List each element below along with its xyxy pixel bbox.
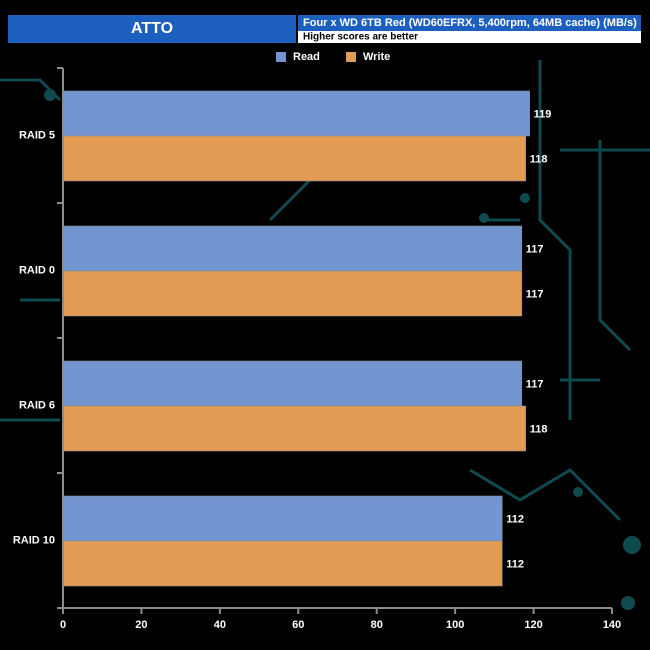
value-label: 118 [530, 153, 548, 165]
subtitle-box [298, 15, 641, 31]
legend-swatch [276, 52, 286, 62]
value-label: 119 [534, 108, 552, 120]
bar [62, 405, 527, 452]
bar [62, 360, 523, 407]
annotation-box [298, 31, 641, 43]
value-label: 112 [506, 558, 524, 570]
x-tick-label: 140 [603, 619, 621, 631]
x-tick-label: 20 [135, 619, 147, 631]
y-tick-label: RAID 6 [19, 399, 55, 411]
x-tick-label: 80 [371, 619, 383, 631]
value-label: 117 [526, 378, 544, 390]
y-tick-label: RAID 5 [19, 129, 55, 141]
x-tick-label: 0 [60, 619, 66, 631]
bar [62, 225, 523, 272]
value-label: 112 [506, 513, 524, 525]
bar [62, 540, 503, 587]
legend-label: Read [293, 51, 320, 63]
x-tick-label: 100 [446, 619, 464, 631]
legend-label: Write [363, 51, 390, 63]
value-label: 117 [526, 243, 544, 255]
y-tick-label: RAID 10 [13, 534, 55, 546]
x-tick-label: 60 [292, 619, 304, 631]
bar [62, 270, 523, 317]
subtitle: Four x WD 6TB Red (WD60EFRX, 5,400rpm, 6… [303, 17, 637, 29]
bar [62, 135, 527, 182]
legend-swatch [346, 52, 356, 62]
value-label: 118 [530, 423, 548, 435]
bar [62, 495, 503, 542]
annotation: Higher scores are better [303, 32, 418, 43]
x-tick-label: 40 [214, 619, 226, 631]
y-tick-label: RAID 0 [19, 264, 55, 276]
bar [62, 90, 530, 137]
chart-title: ATTO [131, 20, 173, 37]
value-label: 117 [526, 288, 544, 300]
circuit-decoration [0, 60, 650, 610]
x-tick-label: 120 [524, 619, 542, 631]
title-box [8, 15, 296, 43]
